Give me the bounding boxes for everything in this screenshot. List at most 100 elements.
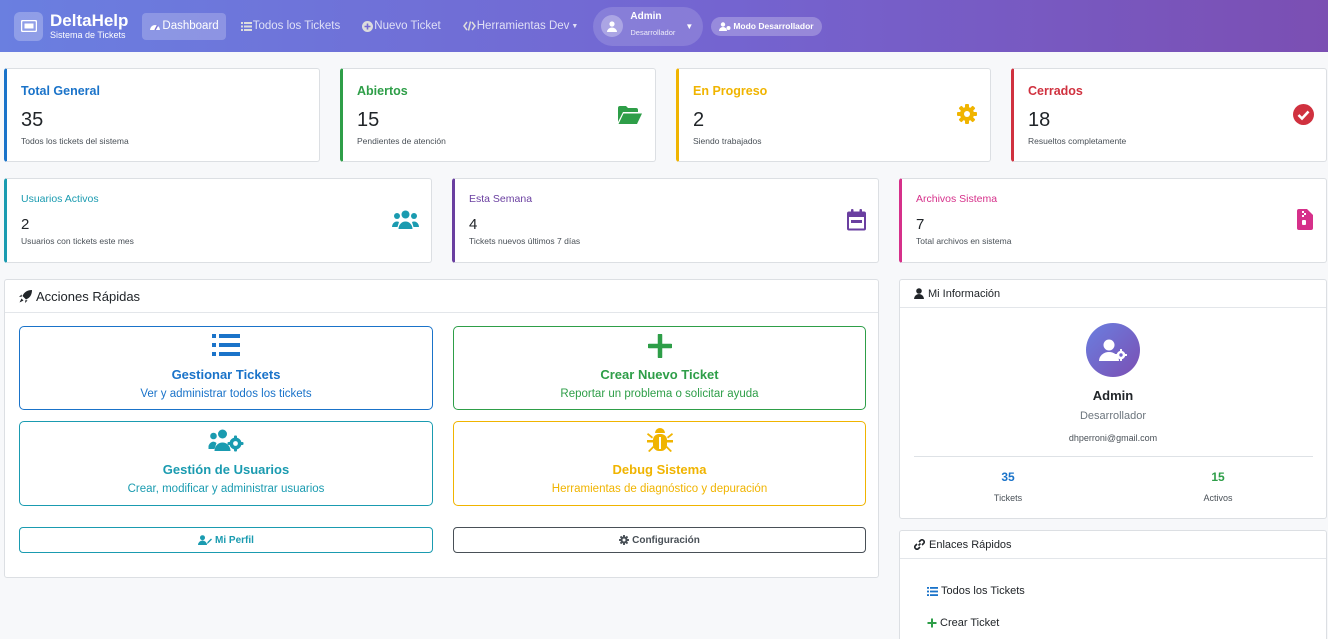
gauge-icon xyxy=(150,25,161,31)
my-profile-label: Mi Perfil xyxy=(215,534,254,546)
user-management-desc: Crear, modificar y administrar usuarios xyxy=(127,483,325,495)
stat-abiertos: Abiertos 15 Pendientes de atención xyxy=(340,68,656,162)
gear-icon xyxy=(619,535,630,545)
code-icon xyxy=(462,21,476,31)
stat-usuarios-sub: Usuarios con tickets este mes xyxy=(21,236,134,246)
active-count: 15 xyxy=(1211,470,1225,484)
stat-semana-label: Esta Semana xyxy=(469,193,533,205)
stat-progreso: En Progreso 2 Siendo trabajados xyxy=(676,68,991,162)
stat-progreso-label: En Progreso xyxy=(693,84,768,98)
profile-email: dhperroni@gmail.com xyxy=(1068,433,1158,443)
plus-icon xyxy=(646,332,673,361)
user-cog-avatar-icon xyxy=(1086,323,1140,377)
user-cog-icon xyxy=(719,21,731,31)
debug-system-title: Debug Sistema xyxy=(612,462,707,477)
rocket-icon xyxy=(19,289,32,303)
stat-usuarios-label: Usuarios Activos xyxy=(21,193,99,205)
stat-cerrados: Cerrados 18 Resueltos completamente xyxy=(1011,68,1327,162)
quick-links-title: Enlaces Rápidos xyxy=(929,538,1012,551)
stat-total-label: Total General xyxy=(21,84,100,98)
ticket-icon xyxy=(14,11,43,41)
link-icon xyxy=(914,539,925,550)
stat-total-value: 35 xyxy=(21,109,44,131)
configuration-button[interactable]: Configuración xyxy=(453,527,866,553)
configuration-label: Configuración xyxy=(632,534,700,546)
chevron-down-icon: ▼ xyxy=(571,22,579,30)
divider xyxy=(914,456,1313,457)
manage-tickets-button[interactable]: Gestionar Tickets Ver y administrar todo… xyxy=(19,326,433,410)
nav-dev-tools[interactable]: Herramientas Dev ▼ xyxy=(456,13,586,40)
bug-icon xyxy=(646,427,673,457)
plus-circle-icon xyxy=(362,20,374,32)
stat-abiertos-value: 15 xyxy=(357,109,380,131)
stat-total-sub: Todos los tickets del sistema xyxy=(21,136,129,146)
stat-archivos-sub: Total archivos en sistema xyxy=(916,236,1012,246)
my-profile-button[interactable]: Mi Perfil xyxy=(19,527,433,553)
brand[interactable]: DeltaHelp Sistema de Tickets xyxy=(14,11,128,41)
users-cog-icon xyxy=(208,429,244,455)
user-edit-icon xyxy=(198,535,213,545)
stat-total: Total General 35 Todos los tickets del s… xyxy=(4,68,320,162)
gear-icon xyxy=(957,104,977,127)
create-ticket-title: Crear Nuevo Ticket xyxy=(600,367,719,382)
quick-link-create-ticket[interactable]: Crear Ticket xyxy=(927,617,999,629)
user-role: Desarrollador xyxy=(630,28,676,37)
list-icon xyxy=(240,22,252,31)
nav-new-ticket-label: Nuevo Ticket xyxy=(374,20,441,32)
nav-dashboard[interactable]: Dashboard xyxy=(142,12,226,40)
stat-progreso-value: 2 xyxy=(693,109,705,131)
user-management-title: Gestión de Usuarios xyxy=(162,462,290,477)
calendar-icon xyxy=(847,209,866,234)
quick-actions-title: Acciones Rápidas xyxy=(36,288,141,304)
stat-archivos-value: 7 xyxy=(916,216,925,233)
check-circle-icon xyxy=(1293,104,1314,128)
stat-abiertos-sub: Pendientes de atención xyxy=(357,136,446,146)
folder-open-icon xyxy=(618,106,642,127)
nav-new-ticket[interactable]: Nuevo Ticket xyxy=(355,13,447,40)
quick-actions-panel: Acciones Rápidas Gestionar Tickets Ver y… xyxy=(4,279,879,578)
tickets-count: 35 xyxy=(1001,470,1015,484)
list-icon xyxy=(927,586,938,596)
nav-dashboard-label: Dashboard xyxy=(162,20,219,32)
tickets-count-label: Tickets xyxy=(993,493,1023,503)
stat-progreso-sub: Siendo trabajados xyxy=(693,136,762,146)
user-menu[interactable]: Admin Desarrollador ▼ xyxy=(593,6,704,46)
stat-cerrados-label: Cerrados xyxy=(1028,84,1083,98)
debug-system-button[interactable]: Debug Sistema Herramientas de diagnóstic… xyxy=(453,421,866,506)
manage-tickets-title: Gestionar Tickets xyxy=(171,367,281,382)
stat-abiertos-label: Abiertos xyxy=(357,84,408,98)
manage-tickets-desc: Ver y administrar todos los tickets xyxy=(140,388,312,400)
quick-link-all-tickets-label: Todos los Tickets xyxy=(941,585,1025,597)
dev-mode-badge: Modo Desarrollador xyxy=(711,16,822,36)
file-archive-icon xyxy=(1297,209,1313,233)
stat-cerrados-value: 18 xyxy=(1028,109,1051,131)
list-icon xyxy=(212,334,240,359)
users-icon xyxy=(392,210,419,232)
user-management-button[interactable]: Gestión de Usuarios Crear, modificar y a… xyxy=(19,421,433,506)
profile-role: Desarrollador xyxy=(1079,410,1147,422)
stat-semana: Esta Semana 4 Tickets nuevos últimos 7 d… xyxy=(452,178,879,263)
active-count-label: Activos xyxy=(1203,493,1233,503)
stat-semana-value: 4 xyxy=(469,216,478,233)
dev-mode-label: Modo Desarrollador xyxy=(733,21,814,31)
stat-archivos-label: Archivos Sistema xyxy=(916,193,998,205)
create-ticket-button[interactable]: Crear Nuevo Ticket Reportar un problema … xyxy=(453,326,866,410)
user-icon xyxy=(914,288,924,299)
brand-subtitle: Sistema de Tickets xyxy=(50,30,126,40)
my-info-panel: Mi Información Admin Desarrollador dhper… xyxy=(899,279,1327,519)
plus-icon xyxy=(927,618,937,628)
stat-cerrados-sub: Resueltos completamente xyxy=(1028,136,1127,146)
debug-system-desc: Herramientas de diagnóstico y depuración xyxy=(551,483,768,495)
navbar: DeltaHelp Sistema de Tickets Dashboard T… xyxy=(0,0,1328,52)
nav-all-tickets-label: Todos los Tickets xyxy=(252,20,341,32)
quick-links-panel: Enlaces Rápidos Todos los Tickets Crear … xyxy=(899,530,1327,639)
stat-semana-sub: Tickets nuevos últimos 7 días xyxy=(469,236,581,246)
quick-link-all-tickets[interactable]: Todos los Tickets xyxy=(927,585,1025,597)
user-avatar-icon xyxy=(601,15,624,37)
stat-usuarios-value: 2 xyxy=(21,216,30,233)
brand-title: DeltaHelp xyxy=(50,11,129,30)
user-name: Admin xyxy=(630,11,662,22)
nav-dev-tools-label: Herramientas Dev xyxy=(476,20,570,32)
nav-all-tickets[interactable]: Todos los Tickets xyxy=(234,13,348,40)
stat-usuarios: Usuarios Activos 2 Usuarios con tickets … xyxy=(4,178,432,263)
